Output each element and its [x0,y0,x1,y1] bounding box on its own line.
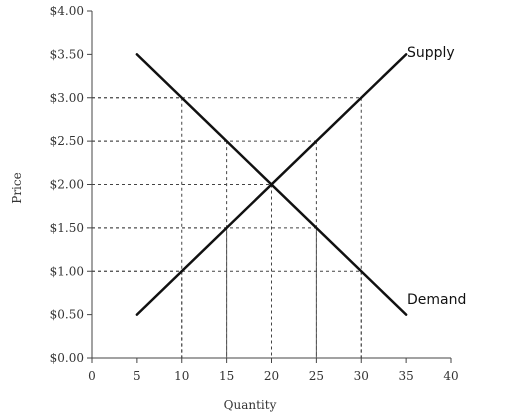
demand-label: Demand [407,292,466,308]
y-tick-label-4: $2.00 [50,178,84,192]
dashed-guides [92,97,362,358]
x-tick-label-40: 40 [443,369,458,383]
y-tick-label-8: $4.00 [50,4,84,18]
y-tick-label-1: $0.50 [50,308,84,322]
x-tick-label-35: 35 [398,369,413,383]
x-axis-title: Quantity [224,398,277,412]
y-tick-label-5: $2.50 [50,134,84,148]
y-tick-label-0: $0.00 [50,351,84,365]
x-tick-label-25: 25 [309,369,324,383]
demand-line [135,53,408,316]
y-tick-label-7: $3.50 [50,47,84,61]
x-tick-label-5: 5 [133,369,141,383]
series-lines [135,53,408,316]
supply-label: Supply [407,45,455,61]
tick-marks [87,10,452,363]
y-tick-label-3: $1.50 [50,221,84,235]
x-tick-label-15: 15 [219,369,234,383]
x-tick-label-0: 0 [88,369,96,383]
y-axis-title: Price [10,172,24,203]
x-tick-label-10: 10 [174,369,189,383]
y-tick-label-6: $3.00 [50,91,84,105]
y-tick-label-2: $1.00 [50,264,84,278]
x-tick-label-20: 20 [264,369,279,383]
x-tick-label-30: 30 [354,369,369,383]
tick-labels: 0 5 10 15 20 25 30 35 40 $0.00 $0.50 $1.00 $1.50 $2.0… [50,4,459,383]
